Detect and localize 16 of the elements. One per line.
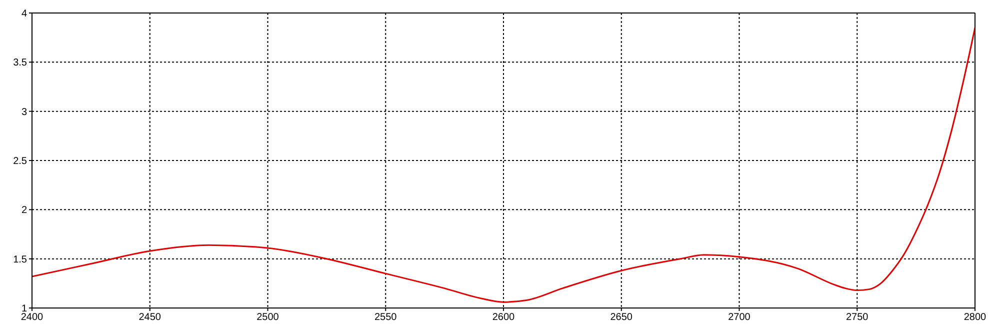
y-tick-label: 1.5 (13, 254, 28, 266)
x-tick-label: 2500 (256, 312, 280, 324)
y-tick-label: 2.5 (13, 156, 28, 168)
x-tick-label: 2550 (374, 312, 398, 324)
x-tick-label: 2600 (492, 312, 516, 324)
y-tick-label: 3.5 (13, 58, 28, 69)
y-tick-label: 2 (21, 205, 28, 216)
x-tick-label: 2700 (728, 312, 751, 324)
y-tick-label: 3 (21, 106, 28, 118)
x-tick-label: 2750 (846, 312, 869, 324)
x-tick-label: 2400 (20, 312, 44, 324)
y-tick-label: 4 (21, 8, 28, 20)
x-tick-label: 2650 (610, 312, 633, 324)
x-tick-label: 2800 (964, 312, 987, 324)
line-series (32, 27, 975, 303)
x-tick-label: 2450 (138, 312, 162, 324)
